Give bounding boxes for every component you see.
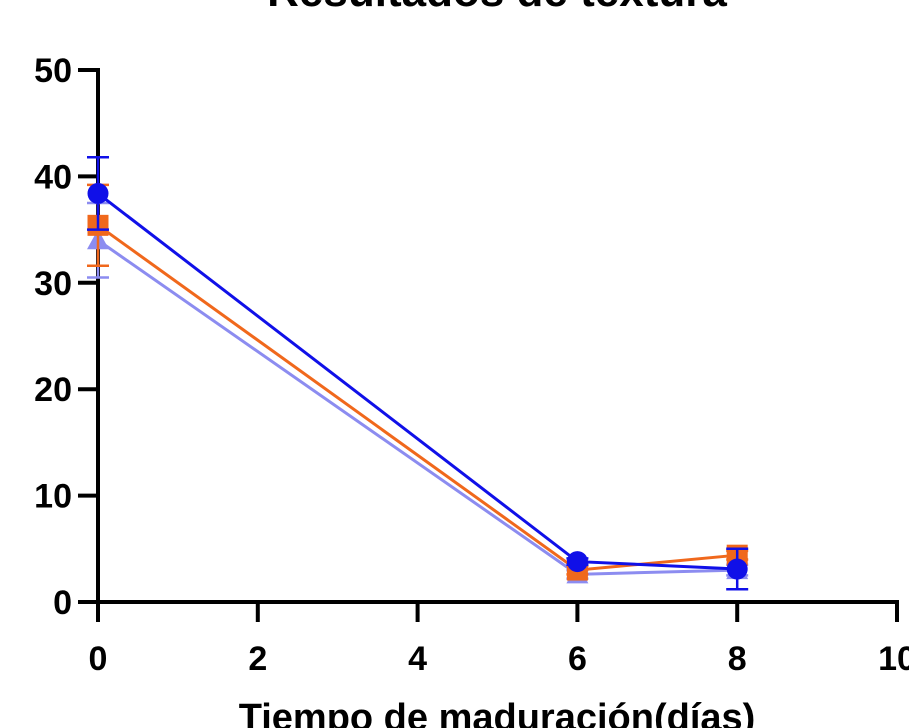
x-tick-label: 0 <box>89 640 108 678</box>
y-tick-label: 50 <box>34 52 72 90</box>
data-series <box>87 155 749 591</box>
x-tick-label: 6 <box>568 640 587 678</box>
axes: 0 2 4 6 8 10 0 10 20 30 40 50 <box>34 52 909 678</box>
x-axis-label: Tiempo de maduración(días) <box>239 697 756 728</box>
y-tick-label: 30 <box>34 265 72 303</box>
x-tick-label: 2 <box>248 640 267 678</box>
series-square <box>87 183 749 581</box>
x-tick-label: 8 <box>728 640 747 678</box>
y-tick-label: 10 <box>34 478 72 516</box>
data-point-circle <box>566 551 588 573</box>
series-line <box>97 224 738 572</box>
y-tick-label: 40 <box>34 158 72 196</box>
chart-title: Resultados de textura <box>267 0 727 16</box>
y-tick-label: 20 <box>34 371 72 409</box>
series-line <box>97 192 738 571</box>
series-circle <box>87 155 749 591</box>
x-tick-label: 4 <box>408 640 427 678</box>
series-line <box>97 239 738 576</box>
y-tick-label: 0 <box>53 584 72 622</box>
data-point-circle <box>87 182 109 204</box>
data-point-circle <box>726 558 748 580</box>
x-tick-label: 10 <box>878 640 909 678</box>
